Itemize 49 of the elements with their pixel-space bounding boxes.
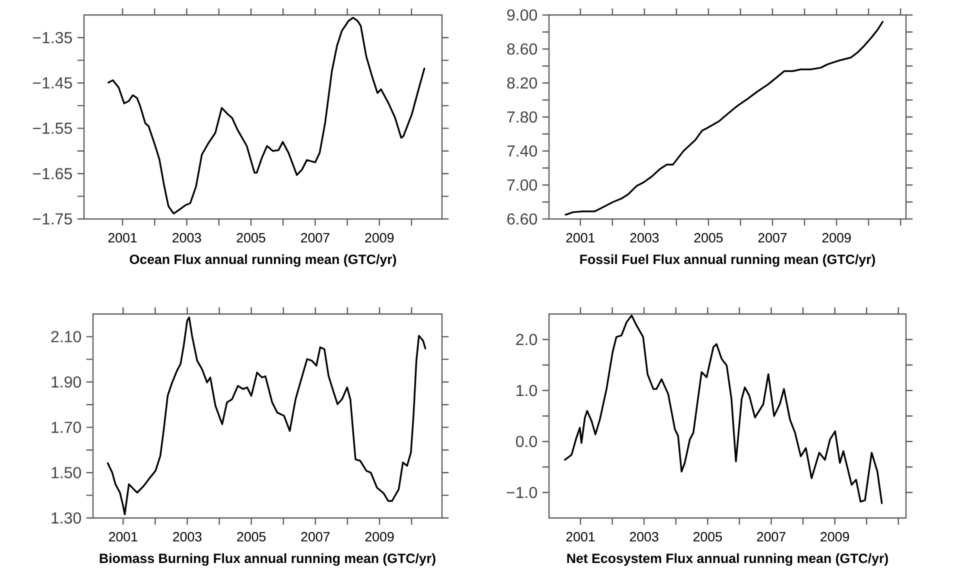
x-tick-label: 2003 bbox=[630, 532, 658, 542]
y-tick-label: −1.65 bbox=[32, 168, 72, 180]
x-tick-label: 2005 bbox=[237, 532, 266, 542]
x-tick-label: 2001 bbox=[566, 532, 595, 542]
y-tick-label: 2.0 bbox=[516, 334, 538, 346]
x-tick-label: 2009 bbox=[365, 233, 394, 242]
x-tick-label: 2003 bbox=[172, 233, 201, 242]
y-tick-label: −1.35 bbox=[32, 32, 72, 44]
line-series bbox=[564, 20, 884, 216]
x-tick-label: 2007 bbox=[757, 532, 786, 542]
y-tick-label: −1.0 bbox=[506, 486, 538, 498]
y-tick-label: 9.00 bbox=[507, 9, 538, 21]
y-tick-label: −1.45 bbox=[32, 77, 72, 89]
y-tick-label: 2.10 bbox=[51, 331, 82, 342]
y-tick-label: −1.55 bbox=[32, 122, 72, 134]
y-tick-label: 7.40 bbox=[507, 145, 538, 157]
y-tick-label: 1.0 bbox=[516, 384, 538, 396]
x-tick-label: 2007 bbox=[301, 233, 330, 242]
y-tick-label: 1.90 bbox=[52, 376, 82, 388]
x-tick-label: 2005 bbox=[236, 233, 266, 242]
x-tick-label: 2001 bbox=[108, 233, 137, 242]
line-series bbox=[108, 16, 426, 214]
y-tick-label: 1.70 bbox=[52, 422, 82, 433]
x-axis-title: Ocean Flux annual running mean (GTC/yr) bbox=[130, 254, 396, 267]
x-tick-label: 2005 bbox=[694, 233, 723, 242]
x-tick-label: 2009 bbox=[365, 532, 394, 542]
line-series bbox=[106, 316, 426, 516]
line-series bbox=[564, 314, 883, 504]
y-tick-label: 7.80 bbox=[507, 111, 538, 123]
x-tick-label: 2003 bbox=[630, 233, 659, 242]
y-tick-label: −1.75 bbox=[32, 213, 72, 225]
x-axis-title: Net Ecosystem Flux annual running mean (GTC/yr) bbox=[567, 553, 888, 566]
y-tick-label: 7.00 bbox=[507, 179, 538, 191]
y-tick-label: 0.0 bbox=[516, 436, 538, 448]
y-tick-label: 8.20 bbox=[507, 77, 538, 89]
x-tick-label: 2005 bbox=[693, 532, 722, 542]
x-tick-label: 2009 bbox=[822, 233, 851, 242]
x-tick-label: 2009 bbox=[820, 532, 849, 542]
y-tick-label: 1.30 bbox=[52, 512, 82, 524]
y-tick-label: 1.50 bbox=[52, 467, 82, 478]
x-tick-label: 2001 bbox=[566, 233, 595, 242]
y-tick-label: 6.60 bbox=[507, 213, 538, 225]
x-tick-label: 2001 bbox=[108, 532, 138, 542]
x-tick-label: 2007 bbox=[758, 233, 787, 242]
x-tick-label: 2003 bbox=[173, 532, 202, 542]
x-axis-title: Biomass Burning Flux annual running mean (GTC/yr) bbox=[100, 553, 436, 566]
y-tick-label: 8.60 bbox=[507, 43, 538, 55]
x-axis-title: Fossil Fuel Flux annual running mean (GTC/yr) bbox=[580, 254, 876, 267]
x-tick-label: 2007 bbox=[301, 532, 330, 542]
